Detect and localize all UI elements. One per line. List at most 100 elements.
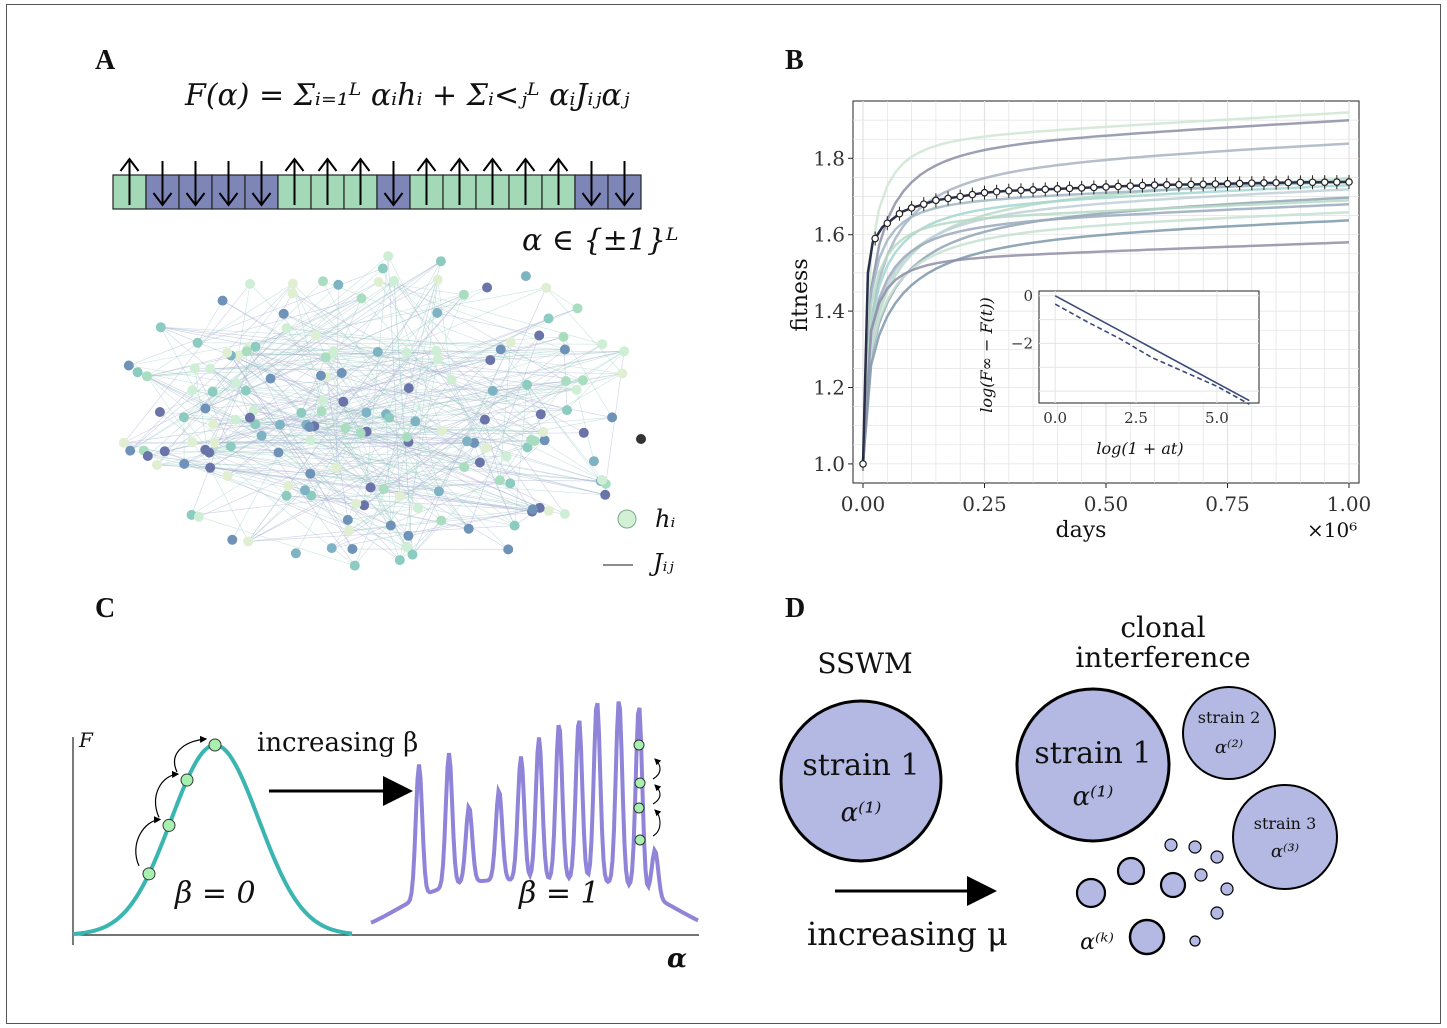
network-node xyxy=(318,396,328,406)
network-node xyxy=(305,435,315,445)
network-node xyxy=(179,459,189,469)
network-node xyxy=(266,374,276,384)
walker-point xyxy=(181,774,193,786)
network-node xyxy=(338,397,348,407)
network-node xyxy=(402,432,412,442)
network-node xyxy=(432,308,442,318)
network-node xyxy=(284,481,294,491)
mean-point xyxy=(1261,180,1267,186)
network-node xyxy=(383,251,393,261)
walker-point xyxy=(634,740,644,750)
network-edge xyxy=(437,313,539,336)
network-edge xyxy=(199,517,355,566)
network-edge xyxy=(248,490,305,541)
network-edge xyxy=(355,336,539,566)
strain-3-label: strain 3 xyxy=(1254,814,1317,833)
network-node xyxy=(510,521,520,531)
network-node xyxy=(125,446,135,456)
mean-point xyxy=(1176,181,1182,187)
mean-point xyxy=(1103,184,1109,190)
network-node xyxy=(482,283,492,293)
network-node xyxy=(210,437,220,447)
network-node xyxy=(124,361,134,371)
x-multiplier-label: ×10⁶ xyxy=(1307,518,1357,542)
network-node xyxy=(337,368,347,378)
network-node xyxy=(316,371,326,381)
network-node xyxy=(506,337,516,347)
network-node xyxy=(208,387,218,397)
small-strain-circle xyxy=(1211,907,1223,919)
mean-point xyxy=(1079,185,1085,191)
network-node xyxy=(275,420,285,430)
network-node xyxy=(194,512,204,522)
mean-point xyxy=(1212,181,1218,187)
network-node xyxy=(204,448,214,458)
mean-point xyxy=(1127,183,1133,189)
network-node xyxy=(287,288,297,298)
network-node xyxy=(402,542,412,552)
sswm-alpha-1-label: α⁽¹⁾ xyxy=(841,798,882,828)
mean-point xyxy=(1188,181,1194,187)
mean-point xyxy=(1309,179,1315,185)
panel-letter-d: D xyxy=(785,593,805,624)
mean-point xyxy=(1273,180,1279,186)
network-node xyxy=(143,451,153,461)
panel-c: C F α increasing β β = 0 β = 1 xyxy=(73,593,699,974)
mean-point xyxy=(1236,180,1242,186)
network-node xyxy=(561,376,571,386)
network-node xyxy=(389,276,399,286)
h-legend-label: hᵢ xyxy=(655,505,675,533)
walker-point xyxy=(634,803,644,813)
network-node xyxy=(496,344,506,354)
network-edge xyxy=(213,282,379,392)
domain-label: α ∈ {±1}ᴸ xyxy=(522,223,678,258)
network-node xyxy=(305,469,315,479)
network-node xyxy=(578,375,588,385)
network-node xyxy=(311,330,321,340)
walker-point xyxy=(209,739,221,751)
network-edge xyxy=(254,360,491,411)
network-node xyxy=(205,463,215,473)
mean-point xyxy=(1224,181,1230,187)
network-node xyxy=(502,452,512,462)
network-node xyxy=(231,415,241,425)
network-node xyxy=(536,409,546,419)
panel-d: D SSWM clonal interference strain 1 α⁽¹⁾… xyxy=(781,593,1337,955)
inset-y-label: log(F∞ − F(t)) xyxy=(977,297,996,413)
network-node xyxy=(327,543,337,553)
sswm-label: SSWM xyxy=(817,647,912,680)
mean-point xyxy=(921,201,927,207)
mean-point xyxy=(1115,183,1121,189)
network-node xyxy=(560,509,570,519)
network-node xyxy=(274,448,284,458)
network-node xyxy=(279,309,289,319)
network-node xyxy=(481,443,491,453)
mean-point xyxy=(981,189,987,195)
beta-zero-label: β = 0 xyxy=(174,876,256,911)
interaction-network xyxy=(119,251,646,570)
small-strain-circle xyxy=(1165,839,1177,851)
increasing-mu-label: increasing μ xyxy=(807,915,1008,953)
network-node xyxy=(152,460,162,470)
mean-point xyxy=(1164,182,1170,188)
mean-point xyxy=(1066,185,1072,191)
beta-one-label: β = 1 xyxy=(518,876,600,911)
network-node xyxy=(341,423,351,433)
network-node xyxy=(386,521,396,531)
mean-point xyxy=(1018,187,1024,193)
network-node xyxy=(503,544,513,554)
network-node xyxy=(282,491,292,501)
network-node xyxy=(245,279,255,289)
network-node xyxy=(573,303,583,313)
network-node xyxy=(356,428,366,438)
network-node xyxy=(437,426,447,436)
increasing-beta-label: increasing β xyxy=(257,728,418,758)
mean-point xyxy=(884,220,890,226)
network-node xyxy=(495,475,505,485)
network-node xyxy=(475,457,485,467)
network-node xyxy=(361,408,371,418)
network-node xyxy=(619,346,629,356)
strain-2-label: strain 2 xyxy=(1198,708,1261,727)
network-node xyxy=(208,419,218,429)
y-tick-label: 1.6 xyxy=(813,223,845,247)
